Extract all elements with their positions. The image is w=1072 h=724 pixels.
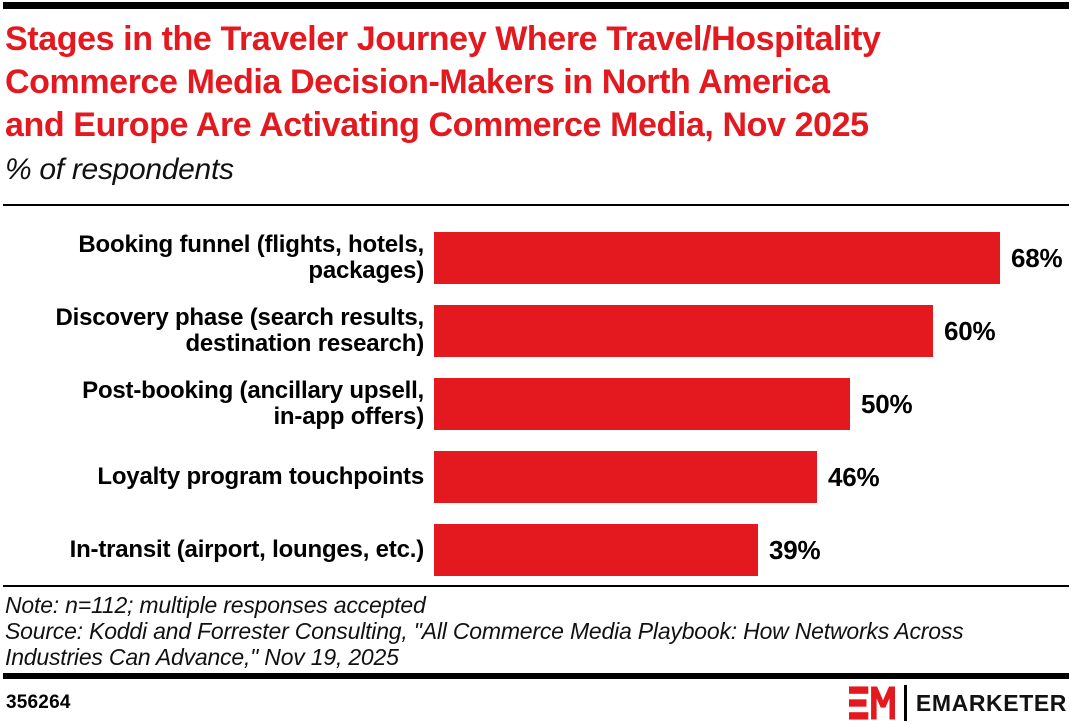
header-divider bbox=[3, 204, 1069, 206]
chart-header: Stages in the Traveler Journey Where Tra… bbox=[0, 9, 1072, 188]
bar-label: Booking funnel (flights, hotels, package… bbox=[78, 231, 424, 284]
bar bbox=[434, 378, 850, 430]
footer-divider bbox=[3, 673, 1069, 679]
chart-title: Stages in the Traveler Journey Where Tra… bbox=[5, 20, 881, 144]
bar-chart: Booking funnel (flights, hotels, package… bbox=[0, 206, 1072, 585]
chart-footer: 356264 EMARKETER bbox=[0, 679, 1072, 721]
bar bbox=[434, 232, 1000, 284]
bar bbox=[434, 451, 817, 503]
bar-value: 39% bbox=[769, 534, 821, 565]
note-text: Note: n=112; multiple responses accepted bbox=[5, 592, 426, 618]
bar-value: 68% bbox=[1011, 242, 1063, 273]
bar-value: 50% bbox=[861, 388, 913, 419]
bar-row: Discovery phase (search results, destina… bbox=[5, 305, 1067, 357]
emarketer-logo: EMARKETER bbox=[848, 685, 1067, 721]
notes-divider bbox=[3, 585, 1069, 587]
bar bbox=[434, 524, 758, 576]
bar bbox=[434, 305, 933, 357]
bar-label: Loyalty program touchpoints bbox=[97, 463, 424, 490]
bar-label: Discovery phase (search results, destina… bbox=[55, 304, 425, 357]
bar-row: Loyalty program touchpoints 46% bbox=[5, 451, 1067, 503]
footnotes: Note: n=112; multiple responses accepted… bbox=[0, 587, 1072, 670]
source-text: Source: Koddi and Forrester Consulting, … bbox=[5, 618, 964, 670]
bar-value: 46% bbox=[828, 461, 880, 492]
brand-name: EMARKETER bbox=[915, 689, 1067, 716]
top-accent-bar bbox=[3, 2, 1069, 9]
chart-id: 356264 bbox=[6, 692, 71, 713]
logo-separator bbox=[903, 685, 907, 721]
bar-label: In-transit (airport, lounges, etc.) bbox=[69, 536, 425, 563]
bar-rows: Booking funnel (flights, hotels, package… bbox=[5, 232, 1067, 576]
chart-subtitle: % of respondents bbox=[5, 153, 234, 186]
bar-value: 60% bbox=[944, 315, 996, 346]
bar-row: In-transit (airport, lounges, etc.) 39% bbox=[5, 524, 1067, 576]
bar-row: Booking funnel (flights, hotels, package… bbox=[5, 232, 1067, 284]
bar-label: Post-booking (ancillary upsell, in-app o… bbox=[82, 377, 424, 430]
bar-row: Post-booking (ancillary upsell, in-app o… bbox=[5, 378, 1067, 430]
em-mark-icon bbox=[848, 686, 895, 720]
